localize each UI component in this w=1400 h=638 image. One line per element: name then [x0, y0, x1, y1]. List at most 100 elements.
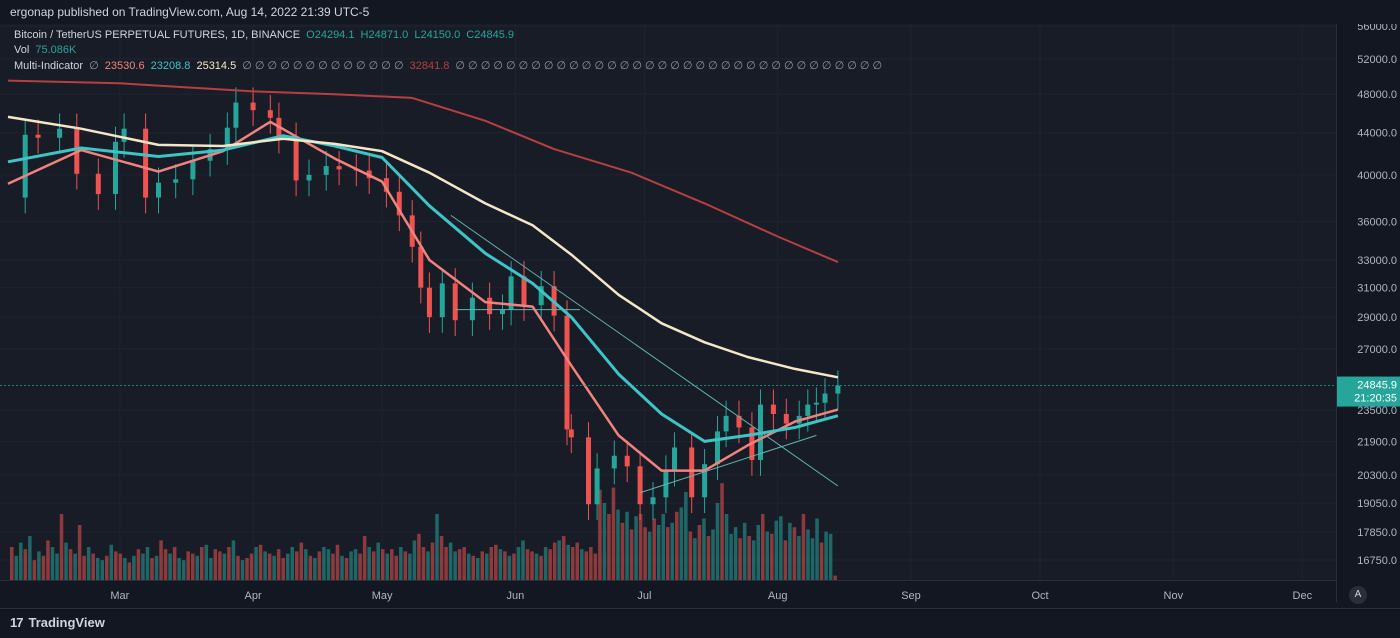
legend-mi-v4: 32841.8	[409, 60, 450, 72]
volume-bar	[561, 536, 566, 580]
volume-bar	[335, 544, 340, 580]
volume-bar	[598, 489, 602, 580]
volume-bar	[584, 551, 589, 580]
volume-bar	[385, 553, 390, 580]
volume-bar	[765, 531, 770, 580]
volume-bar	[552, 542, 557, 580]
volume-bar	[272, 555, 276, 580]
volume-bar	[141, 553, 145, 580]
legend-open: O24294.1	[306, 29, 355, 41]
volume-bar	[797, 536, 801, 580]
candle-body	[672, 447, 677, 471]
last-price-label: 24845.9	[1357, 380, 1397, 392]
candle-body	[426, 287, 432, 318]
price-axis-canvas[interactable]: 56000.0 52000.0 48000.0 44000.0 40000.0 36000…	[1337, 21, 1400, 602]
time-axis-canvas[interactable]: Mar Apr May Jun Jul Aug Sep Oct Nov Dec	[0, 581, 1336, 609]
volume-bar	[466, 553, 471, 580]
volume-bar	[580, 549, 584, 580]
volume-bar	[313, 558, 317, 580]
legend-mi-label[interactable]: Multi-Indicator	[14, 60, 84, 72]
legend-symbol[interactable]: Bitcoin / TetherUS PERPETUAL FUTURES, 1D…	[14, 29, 301, 41]
volume-bar	[349, 551, 353, 580]
candle-body	[306, 174, 312, 181]
candle-body	[805, 404, 811, 416]
legend-low: L24150.0	[414, 29, 461, 41]
volume-bar	[824, 531, 828, 580]
chart-pane[interactable]: Bitcoin / TetherUS PERPETUAL FUTURES, 1D…	[0, 24, 1336, 602]
volume-bar	[815, 518, 819, 580]
moving-average-ma_slow	[7, 115, 839, 379]
volume-bar	[127, 562, 132, 580]
volume-bar	[19, 542, 23, 580]
volume-bar	[231, 540, 236, 580]
candle-body	[396, 191, 402, 216]
volume-bar	[756, 525, 760, 580]
chart-canvas[interactable]	[0, 24, 1336, 602]
volume-bar	[444, 547, 448, 580]
legend-mi-v3: 25314.5	[196, 60, 237, 72]
trend-line-1	[639, 434, 817, 494]
volume-bar	[570, 547, 575, 580]
volume-bar	[616, 509, 620, 580]
volume-bar	[652, 518, 656, 580]
volume-bar	[760, 514, 765, 580]
volume-bar	[810, 538, 815, 580]
volume-bar	[46, 540, 50, 580]
candle-body	[336, 166, 342, 170]
volume-bar	[439, 536, 444, 580]
volume-bar	[801, 514, 806, 580]
volume-bar	[828, 533, 833, 580]
volume-bar	[150, 558, 154, 580]
candle-body	[564, 315, 570, 430]
legend-high: H24871.0	[360, 29, 409, 41]
volume-bar	[136, 549, 141, 580]
candle-body	[723, 415, 729, 432]
volume-bar	[55, 553, 59, 580]
volume-bar	[181, 560, 186, 580]
candle-body	[57, 128, 63, 138]
volume-bar	[118, 553, 123, 580]
time-tick-label: Oct	[1031, 590, 1048, 602]
legend-vol-label[interactable]: Vol	[14, 44, 30, 56]
tv-brand-text: TradingView	[28, 615, 105, 630]
volume-bar	[426, 551, 430, 580]
volume-bar	[240, 560, 245, 580]
volume-bar	[774, 520, 779, 580]
legend-volume-row: Vol 75.086K	[14, 44, 79, 56]
volume-bar	[539, 555, 543, 580]
volume-bar	[163, 549, 168, 580]
price-axis[interactable]: 56000.0 52000.0 48000.0 44000.0 40000.0 36000…	[1336, 21, 1400, 602]
price-tick-label: 23500.0	[1357, 405, 1397, 417]
volume-bar	[435, 514, 439, 580]
candle-body	[22, 134, 28, 198]
volume-bar	[693, 538, 697, 580]
volume-bar	[620, 522, 625, 580]
volume-bar	[399, 547, 403, 580]
volume-bar	[706, 536, 711, 580]
volume-bar	[394, 555, 399, 580]
legend-close: C24845.9	[466, 29, 514, 41]
auto-scale-button[interactable]: A	[1349, 586, 1367, 604]
volume-bar	[254, 547, 258, 580]
time-axis[interactable]: Mar Apr May Jun Jul Aug Sep Oct Nov Dec	[0, 580, 1336, 609]
candle-body	[95, 173, 101, 195]
volume-bar	[331, 553, 335, 580]
candle-body	[383, 178, 389, 192]
tradingview-logo[interactable]: 17 TradingView	[10, 615, 105, 630]
volume-bar	[304, 549, 308, 580]
candle-body	[487, 297, 493, 315]
volume-bar	[73, 553, 77, 580]
volume-bar	[475, 558, 480, 580]
volume-bar	[172, 547, 177, 580]
volume-bar	[720, 483, 724, 580]
volume-bar	[557, 540, 561, 580]
volume-bar	[14, 555, 19, 580]
volume-bar	[32, 560, 37, 580]
volume-bar	[159, 540, 163, 580]
time-tick-label: Mar	[110, 590, 129, 602]
candle-body	[822, 393, 828, 403]
candle-body	[594, 468, 600, 505]
volume-bar	[114, 551, 118, 580]
candle-body	[500, 309, 505, 315]
volume-bar	[634, 516, 638, 580]
